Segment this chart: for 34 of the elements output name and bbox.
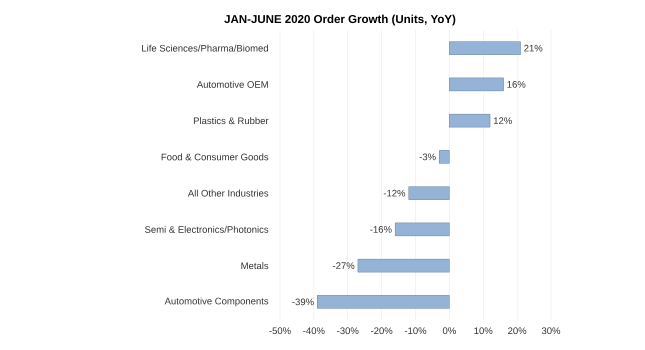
- data-label: 21%: [524, 44, 542, 52]
- y-tick-label: Food & Consumer Goods: [162, 153, 268, 160]
- data-label: -12%: [384, 190, 406, 196]
- x-tick-label: -30%: [337, 327, 358, 334]
- y-tick-label: Metals: [241, 262, 268, 270]
- bar: [449, 78, 504, 92]
- x-tick-label: 30%: [542, 327, 560, 334]
- x-tick-label: -50%: [269, 327, 291, 334]
- data-label: -27%: [332, 262, 354, 269]
- x-tick-label: -40%: [303, 327, 325, 334]
- bar: [438, 150, 450, 164]
- bar: [317, 295, 450, 309]
- bar: [449, 114, 490, 128]
- x-tick-label: 20%: [508, 327, 526, 334]
- data-label: 12%: [494, 117, 512, 124]
- bar: [408, 186, 450, 200]
- data-label: 16%: [507, 81, 526, 88]
- x-tick-label: 0%: [442, 327, 456, 334]
- y-tick-label: Plastics & Rubber: [194, 117, 268, 124]
- y-tick-label: Automotive OEM: [196, 80, 268, 88]
- chart-title: JAN-JUNE 2020 Order Growth (Units, YoY): [224, 14, 456, 26]
- y-tick-label: All Other Industries: [188, 190, 268, 197]
- bar: [449, 41, 521, 55]
- data-label: -39%: [292, 298, 314, 306]
- bar: [394, 222, 450, 236]
- x-tick-label: -10%: [404, 327, 426, 334]
- x-tick-label: -20%: [370, 327, 392, 334]
- bar: [358, 258, 450, 272]
- data-label: -3%: [420, 154, 436, 160]
- y-tick-label: Automotive Components: [164, 297, 268, 306]
- y-tick-label: Life Sciences/Pharma/Biomed: [142, 44, 268, 52]
- y-tick-label: Semi & Electronics/Photonics: [144, 226, 268, 233]
- data-label: -16%: [370, 226, 392, 233]
- x-tick-label: 10%: [474, 327, 492, 334]
